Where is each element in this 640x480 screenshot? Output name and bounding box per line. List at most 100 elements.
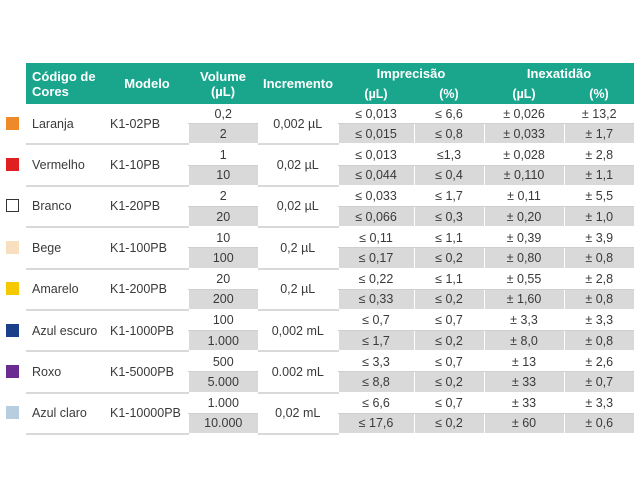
inaccuracy-ul-cell: ± 1,60 <box>483 289 564 311</box>
pipette-spec-table: Código de Cores Modelo Volume (µL) Incre… <box>26 63 635 436</box>
inaccuracy-pct-cell: ± 2,8 <box>563 144 635 166</box>
table-row: 100 ≤ 0,17 ≤ 0,2 ± 0,80 ± 0,8 <box>26 247 635 270</box>
table-row: Vermelho K1-10PB 1 0,02 µL ≤ 0,013 ≤1,3 ± 0,02… <box>26 144 635 187</box>
precision-pct-cell: ≤ 0,2 <box>413 371 484 394</box>
precision-ul-cell: ≤ 3,3 <box>337 351 414 373</box>
increment-cell: 0,02 µL <box>258 185 338 229</box>
increment-cell: 0,2 µL <box>258 227 338 270</box>
inaccuracy-pct-cell: ± 3,9 <box>563 227 635 249</box>
precision-ul-cell: ≤ 8,8 <box>337 371 414 394</box>
inaccuracy-ul-cell: ± 0,026 <box>483 104 564 125</box>
inaccuracy-pct-cell: ± 1,1 <box>563 165 635 187</box>
inaccuracy-ul-cell: ± 60 <box>483 413 564 435</box>
header-precision-ul: (µL) <box>338 84 414 104</box>
precision-pct-cell: ≤ 0,3 <box>413 206 484 229</box>
increment-cell: 0,002 mL <box>258 309 338 353</box>
color-swatch <box>6 282 19 296</box>
inaccuracy-ul-cell: ± 33 <box>483 392 564 414</box>
inaccuracy-pct-cell: ± 1,7 <box>563 123 635 146</box>
precision-ul-cell: ≤ 0,17 <box>337 247 414 270</box>
precision-pct-cell: ≤ 0,2 <box>413 330 484 353</box>
inaccuracy-pct-cell: ± 2,6 <box>563 351 635 373</box>
precision-ul-cell: ≤ 0,033 <box>337 185 414 207</box>
model-name: K1-100PB <box>106 227 188 270</box>
color-swatch <box>6 406 19 420</box>
table-row: Roxo K1-5000PB 500 0.002 mL ≤ 3,3 ≤ 0,7 ± 13 ± … <box>26 351 635 394</box>
volume-cell: 2 <box>187 185 258 207</box>
header-inaccuracy: Inexatidão <box>484 63 635 84</box>
precision-ul-cell: ≤ 0,11 <box>337 227 414 249</box>
inaccuracy-ul-cell: ± 0,80 <box>483 247 564 270</box>
volume-cell: 100 <box>187 309 258 332</box>
precision-pct-cell: ≤ 1,1 <box>413 268 484 290</box>
volume-cell: 1 <box>187 144 258 166</box>
precision-ul-cell: ≤ 17,6 <box>337 413 414 435</box>
color-name: Vermelho <box>26 144 106 187</box>
increment-cell: 0,002 µL <box>258 104 338 146</box>
model-name: K1-10000PB <box>106 392 188 436</box>
model-name: K1-5000PB <box>106 351 188 394</box>
color-name: Bege <box>26 227 106 270</box>
model-name: K1-200PB <box>106 268 188 311</box>
color-name: Amarelo <box>26 268 106 311</box>
table-row: Amarelo K1-200PB 20 0,2 µL ≤ 0,22 ≤ 1,1 ± 0,55… <box>26 268 635 311</box>
table-row: Laranja K1-02PB 0,2 0,002 µL ≤ 0,013 ≤ 6,6 ± 0… <box>26 104 635 146</box>
inaccuracy-ul-cell: ± 8,0 <box>483 330 564 353</box>
color-name: Azul claro <box>26 392 106 436</box>
volume-cell: 20 <box>187 268 258 290</box>
color-swatch <box>6 240 19 254</box>
header-inaccuracy-pct: (%) <box>564 84 635 104</box>
table-row: Bege K1-100PB 10 0,2 µL ≤ 0,11 ≤ 1,1 ± 0,39 ± 3… <box>26 227 635 270</box>
precision-pct-cell: ≤ 0,7 <box>413 309 484 332</box>
model-name: K1-1000PB <box>106 309 188 353</box>
inaccuracy-ul-cell: ± 0,11 <box>483 185 564 207</box>
inaccuracy-pct-cell: ± 1,0 <box>563 206 635 229</box>
increment-cell: 0.002 mL <box>258 351 338 394</box>
header-model: Modelo <box>106 63 188 104</box>
inaccuracy-ul-cell: ± 13 <box>483 351 564 373</box>
table-row: 20 ≤ 0,066 ≤ 0,3 ± 0,20 ± 1,0 <box>26 206 635 229</box>
color-name: Laranja <box>26 104 106 146</box>
inaccuracy-ul-cell: ± 0,110 <box>483 165 564 187</box>
precision-pct-cell: ≤1,3 <box>413 144 484 166</box>
volume-cell: 5.000 <box>187 371 258 394</box>
table-row: 2 ≤ 0,015 ≤ 0,8 ± 0,033 ± 1,7 <box>26 123 635 146</box>
color-swatch <box>6 158 19 172</box>
inaccuracy-pct-cell: ± 3,3 <box>563 309 635 332</box>
precision-ul-cell: ≤ 0,013 <box>337 144 414 166</box>
volume-cell: 200 <box>187 289 258 311</box>
precision-pct-cell: ≤ 0,7 <box>413 392 484 414</box>
table-row: Azul claro K1-10000PB 1.000 0,02 mL ≤ 6,6 ≤ 0… <box>26 392 635 436</box>
volume-cell: 10 <box>187 227 258 249</box>
precision-ul-cell: ≤ 0,066 <box>337 206 414 229</box>
color-name: Branco <box>26 185 106 229</box>
increment-cell: 0,2 µL <box>258 268 338 311</box>
precision-pct-cell: ≤ 0,2 <box>413 247 484 270</box>
header-volume: Volume (µL) <box>188 63 258 104</box>
inaccuracy-pct-cell: ± 0,8 <box>563 289 635 311</box>
inaccuracy-ul-cell: ± 0,55 <box>483 268 564 290</box>
color-name: Roxo <box>26 351 106 394</box>
header-inaccuracy-ul: (µL) <box>484 84 564 104</box>
color-name: Azul escuro <box>26 309 106 353</box>
inaccuracy-ul-cell: ± 0,20 <box>483 206 564 229</box>
inaccuracy-ul-cell: ± 0,028 <box>483 144 564 166</box>
inaccuracy-pct-cell: ± 0,7 <box>563 371 635 394</box>
precision-ul-cell: ≤ 0,7 <box>337 309 414 332</box>
precision-pct-cell: ≤ 0,2 <box>413 289 484 311</box>
table-row: 200 ≤ 0,33 ≤ 0,2 ± 1,60 ± 0,8 <box>26 289 635 311</box>
header-precision: Imprecisão <box>338 63 484 84</box>
color-swatch <box>6 117 19 131</box>
table-row: Branco K1-20PB 2 0,02 µL ≤ 0,033 ≤ 1,7 ± 0,11 ±… <box>26 185 635 229</box>
inaccuracy-ul-cell: ± 3,3 <box>483 309 564 332</box>
volume-cell: 20 <box>187 206 258 229</box>
table-row: 5.000 ≤ 8,8 ≤ 0,2 ± 33 ± 0,7 <box>26 371 635 394</box>
volume-cell: 2 <box>187 123 258 146</box>
volume-cell: 1.000 <box>187 392 258 414</box>
volume-cell: 1.000 <box>187 330 258 353</box>
precision-ul-cell: ≤ 1,7 <box>337 330 414 353</box>
precision-pct-cell: ≤ 0,8 <box>413 123 484 146</box>
color-swatch <box>6 323 19 337</box>
precision-ul-cell: ≤ 0,013 <box>337 104 414 125</box>
color-swatch <box>6 364 19 378</box>
